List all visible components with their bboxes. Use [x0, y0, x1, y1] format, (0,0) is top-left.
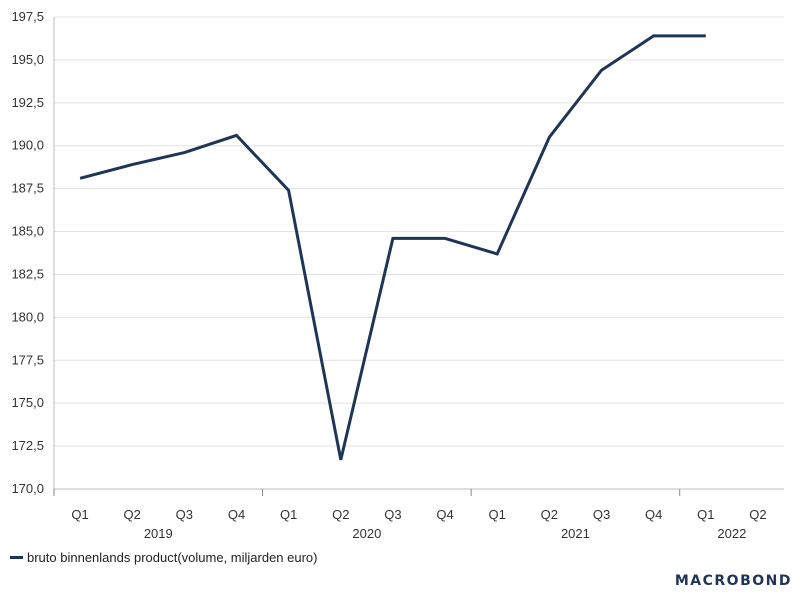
year-label: 2021	[561, 526, 590, 541]
y-tick-label: 170,0	[11, 481, 44, 496]
x-tick-label: Q4	[645, 507, 662, 522]
y-tick-label: 190,0	[11, 138, 44, 153]
x-tick-label: Q1	[280, 507, 297, 522]
y-tick-label: 180,0	[11, 309, 44, 324]
x-tick-label: Q3	[593, 507, 610, 522]
x-tick-label: Q1	[71, 507, 88, 522]
macrobond-logo: MACROBOND	[674, 573, 792, 589]
y-tick-label: 172,5	[11, 438, 44, 453]
x-tick-label: Q2	[541, 507, 558, 522]
y-tick-label: 195,0	[11, 52, 44, 67]
legend-swatch	[10, 556, 23, 559]
legend-label: bruto binnenlands product(volume, miljar…	[27, 550, 318, 565]
year-label: 2022	[717, 526, 746, 541]
line-chart: 170,0 172,5 175,0 177,5 180,0 182,5 185,0 187,5…	[11, 9, 784, 541]
x-tick-label: Q1	[489, 507, 506, 522]
x-tick-label: Q2	[332, 507, 349, 522]
y-tick-label: 177,5	[11, 352, 44, 367]
y-tick-label: 175,0	[11, 395, 44, 410]
x-tick-label: Q2	[749, 507, 766, 522]
y-tick-label: 182,5	[11, 266, 44, 281]
x-tick-label: Q1	[697, 507, 714, 522]
x-tick-label: Q4	[228, 507, 245, 522]
series-line	[79, 34, 706, 461]
y-tick-label: 185,0	[11, 224, 44, 239]
x-tick-label: Q3	[384, 507, 401, 522]
x-tick-label: Q3	[176, 507, 193, 522]
legend: bruto binnenlands product(volume, miljar…	[10, 550, 318, 565]
y-tick-label: 192,5	[11, 95, 44, 110]
x-tick-label: Q4	[436, 507, 453, 522]
year-label: 2020	[352, 526, 381, 541]
y-tick-label: 187,5	[11, 181, 44, 196]
y-tick-label: 197,5	[11, 9, 44, 24]
year-label: 2019	[144, 526, 173, 541]
x-tick-label: Q2	[124, 507, 141, 522]
